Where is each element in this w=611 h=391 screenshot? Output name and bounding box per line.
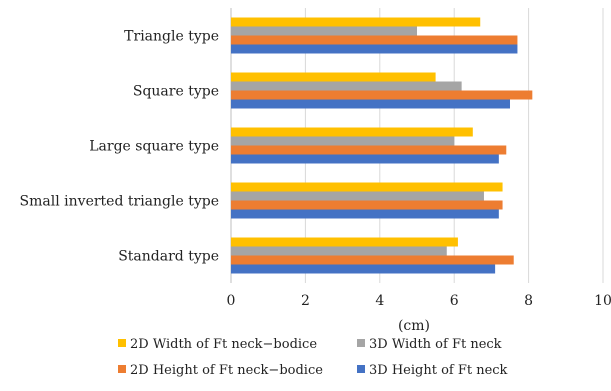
bar-small-inverted-triangle-type-3d-width-of-ft-neck	[231, 191, 484, 201]
x-tick-label-10: 10	[594, 293, 611, 309]
legend: 2D Width of Ft neck−bodice 3D Width of Ft…	[118, 337, 508, 378]
legend-swatch-2d-width-of-ft-neck-bodice	[118, 339, 126, 347]
bar-triangle-type-3d-height-of-ft-neck	[231, 44, 518, 54]
bar-standard-type-2d-height-of-ft-neck-bodice	[231, 255, 514, 265]
bars	[231, 17, 533, 274]
legend-swatch-2d-height-of-ft-neck-bodice	[118, 365, 126, 373]
category-label-standard-type: Standard type	[118, 249, 219, 265]
bar-large-square-type-3d-height-of-ft-neck	[231, 154, 499, 164]
legend-label-2d-width-of-ft-neck-bodice: 2D Width of Ft neck−bodice	[130, 337, 317, 352]
x-tick-label-4: 4	[375, 293, 384, 309]
bar-small-inverted-triangle-type-2d-width-of-ft-neck-bodice	[231, 182, 503, 192]
legend-label-3d-height-of-ft-neck: 3D Height of Ft neck	[369, 363, 508, 378]
bar-square-type-3d-height-of-ft-neck	[231, 99, 510, 109]
legend-item-2d-width-of-ft-neck-bodice: 2D Width of Ft neck−bodice	[118, 337, 317, 352]
category-label-square-type: Square type	[133, 84, 219, 100]
bar-standard-type-3d-width-of-ft-neck	[231, 246, 447, 256]
x-tick-labels: 0 2 4 6 8 10	[227, 293, 611, 309]
legend-item-2d-height-of-ft-neck-bodice: 2D Height of Ft neck−bodice	[118, 363, 323, 378]
legend-item-3d-width-of-ft-neck: 3D Width of Ft neck	[357, 337, 502, 352]
legend-swatch-3d-width-of-ft-neck	[357, 339, 365, 347]
bar-triangle-type-2d-height-of-ft-neck-bodice	[231, 35, 518, 45]
legend-item-3d-height-of-ft-neck: 3D Height of Ft neck	[357, 363, 508, 378]
bar-small-inverted-triangle-type-2d-height-of-ft-neck-bodice	[231, 200, 503, 210]
x-axis-title: (cm)	[398, 318, 430, 334]
category-label-small-inverted-triangle-type: Small inverted triangle type	[20, 194, 219, 210]
x-tick-label-8: 8	[524, 293, 533, 309]
category-labels: Triangle type Square type Large square typ…	[20, 29, 219, 265]
bar-large-square-type-2d-height-of-ft-neck-bodice	[231, 145, 507, 155]
x-tick-label-6: 6	[450, 293, 459, 309]
x-tick-label-0: 0	[227, 293, 236, 309]
bar-square-type-3d-width-of-ft-neck	[231, 81, 462, 91]
bar-triangle-type-2d-width-of-ft-neck-bodice	[231, 17, 481, 27]
bar-standard-type-2d-width-of-ft-neck-bodice	[231, 237, 458, 247]
category-label-triangle-type: Triangle type	[124, 29, 219, 45]
legend-label-3d-width-of-ft-neck: 3D Width of Ft neck	[369, 337, 502, 352]
bar-square-type-2d-height-of-ft-neck-bodice	[231, 90, 533, 100]
x-tick-label-2: 2	[301, 293, 310, 309]
bar-triangle-type-3d-width-of-ft-neck	[231, 26, 417, 36]
category-label-large-square-type: Large square type	[89, 139, 219, 155]
bar-small-inverted-triangle-type-3d-height-of-ft-neck	[231, 209, 499, 219]
bar-standard-type-3d-height-of-ft-neck	[231, 264, 496, 274]
bar-square-type-2d-width-of-ft-neck-bodice	[231, 72, 436, 82]
bar-large-square-type-3d-width-of-ft-neck	[231, 136, 455, 146]
bar-large-square-type-2d-width-of-ft-neck-bodice	[231, 127, 473, 137]
legend-label-2d-height-of-ft-neck-bodice: 2D Height of Ft neck−bodice	[130, 363, 323, 378]
legend-swatch-3d-height-of-ft-neck	[357, 365, 365, 373]
